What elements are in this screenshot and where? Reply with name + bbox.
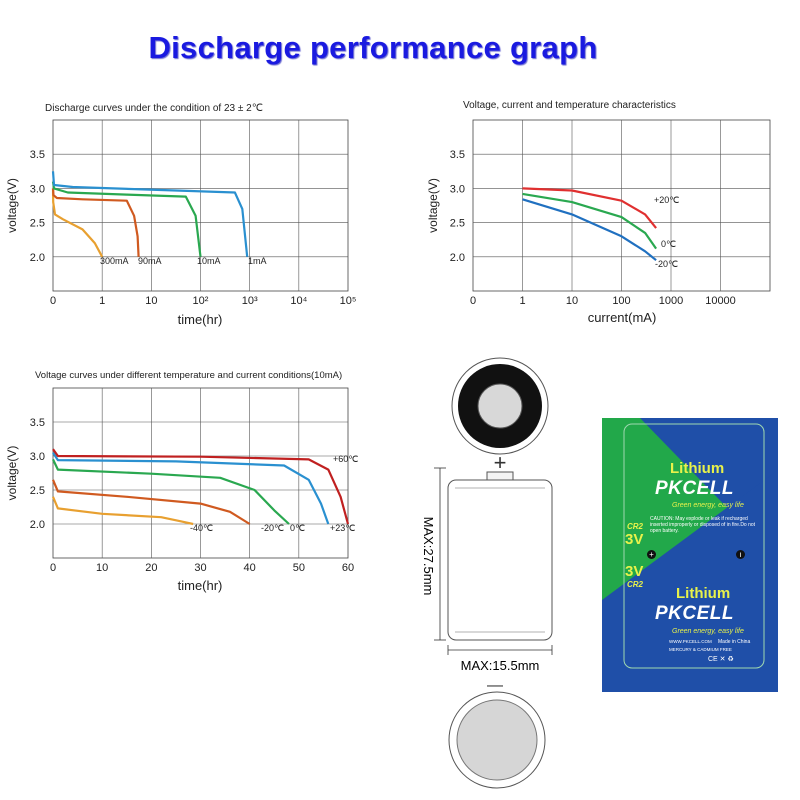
y-tick-label: 3.5 — [30, 149, 45, 161]
x-tick-label: 40 — [244, 562, 256, 574]
x-tick-label: 20 — [145, 562, 157, 574]
x-tick-label: 1000 — [659, 295, 683, 307]
x-tick-label: 10³ — [242, 295, 258, 307]
series-line-5 — [52, 448, 350, 525]
series-label: 300mA — [100, 256, 129, 266]
x-tick-label: 0 — [50, 562, 56, 574]
x-tick-label: 30 — [194, 562, 206, 574]
page-title: Discharge performance graph — [148, 30, 598, 65]
minus-sign: — — [487, 677, 503, 694]
series-line-1 — [51, 496, 194, 526]
label-plus-icon: + — [647, 550, 656, 559]
x-tick-label: 50 — [293, 562, 305, 574]
x-tick-label: 10 — [566, 295, 578, 307]
width-dimension — [447, 645, 553, 655]
y-tick-label: 3.5 — [450, 149, 465, 161]
height-dimension — [434, 467, 446, 641]
y-tick-label: 2.0 — [30, 519, 45, 531]
battery-side-view — [447, 471, 553, 641]
y-axis-label: voltage(V) — [5, 446, 19, 501]
y-axis-label: voltage(V) — [5, 178, 19, 233]
y-tick-label: 2.5 — [450, 218, 465, 230]
x-tick-label: 0 — [470, 295, 476, 307]
chart-1: 2.0 2.5 3.0 3.5 0 1 10 10² 10³ 10⁴ 10⁵ time(hr) volt… — [5, 119, 357, 327]
series-label: -20℃ — [655, 259, 678, 269]
width-label: MAX:15.5mm — [461, 658, 540, 673]
series-line-2 — [51, 188, 140, 257]
product-label — [602, 418, 778, 692]
label-brand-top: PKCELL — [655, 478, 734, 499]
height-label: MAX:27.5mm — [421, 517, 436, 596]
series-line-2 — [51, 479, 251, 525]
x-axis-label: time(hr) — [178, 578, 223, 593]
label-voltage-bottom: 3V — [625, 563, 644, 580]
y-tick-label: 3.0 — [30, 183, 45, 195]
y-axis-label: voltage(V) — [426, 178, 440, 233]
series-line-1 — [51, 188, 104, 258]
series-line-3 — [522, 198, 657, 262]
x-tick-label: 10² — [193, 295, 209, 307]
series-label: 90mA — [138, 256, 162, 266]
plus-sign: + — [494, 450, 507, 475]
label-made-in: Made in China — [718, 639, 751, 645]
series-line-4 — [52, 451, 330, 525]
label-tagline-bottom: Green energy, easy life — [672, 628, 744, 635]
y-tick-label: 3.0 — [450, 183, 465, 195]
label-free-text: MERCURY & CADMIUM FREE — [669, 647, 732, 652]
label-minus-icon: ı — [736, 550, 745, 559]
series-label: +23℃ — [330, 523, 355, 533]
series-line-2 — [522, 192, 658, 250]
series-line-3 — [51, 181, 202, 257]
x-tick-label: 1 — [99, 295, 105, 307]
x-tick-label: 1 — [519, 295, 525, 307]
chart-2: 2.0 2.5 3.0 3.5 0 1 10 100 1000 10000 current(mA) v… — [426, 119, 771, 325]
battery-bottom-view — [448, 691, 546, 789]
x-tick-label: 100 — [612, 295, 630, 307]
y-tick-label: 3.0 — [30, 451, 45, 463]
label-model-top: CR2 — [627, 522, 644, 531]
series-label: 1mA — [248, 256, 267, 266]
series-label: -20℃ — [261, 523, 284, 533]
chart2-title: Voltage, current and temperature charact… — [463, 100, 676, 111]
label-caution: CAUTION: May explode or leak if recharge… — [650, 516, 756, 534]
y-tick-label: 2.0 — [30, 252, 45, 264]
x-tick-label: 60 — [342, 562, 354, 574]
series-line-4 — [51, 171, 249, 257]
battery-top-view — [451, 357, 549, 455]
series-label: +60℃ — [333, 454, 358, 464]
y-tick-label: 3.5 — [30, 417, 45, 429]
x-tick-label: 10⁵ — [340, 295, 357, 307]
x-tick-label: 10 — [145, 295, 157, 307]
series-line-1 — [522, 187, 657, 229]
chart1-title: Discharge curves under the condition of … — [45, 103, 263, 114]
x-tick-label: 0 — [50, 295, 56, 307]
y-tick-label: 2.0 — [450, 252, 465, 264]
y-tick-label: 2.5 — [30, 218, 45, 230]
series-label: 0℃ — [290, 523, 305, 533]
x-axis-label: time(hr) — [178, 312, 223, 327]
x-tick-label: 10⁴ — [290, 295, 307, 307]
label-lithium-top: Lithium — [670, 460, 725, 477]
series-line-3 — [52, 458, 290, 525]
x-tick-label: 10 — [96, 562, 108, 574]
series-label: -40℃ — [190, 523, 213, 533]
label-lithium-bottom: Lithium — [676, 585, 731, 602]
label-tagline-top: Green energy, easy life — [672, 502, 744, 509]
label-marks: CE ✕ ♻ — [708, 656, 734, 663]
x-axis-label: current(mA) — [588, 310, 657, 325]
series-label: +20℃ — [654, 195, 679, 205]
chart-3: 2.0 2.5 3.0 3.5 0 10 20 30 40 50 60 time(hr) voltage… — [5, 387, 358, 593]
label-voltage-top: 3V — [625, 531, 644, 548]
y-tick-label: 2.5 — [30, 485, 45, 497]
label-model-bottom: CR2 — [627, 580, 644, 589]
chart3-title: Voltage curves under different temperatu… — [35, 370, 343, 381]
series-label: 10mA — [197, 256, 221, 266]
label-website: WWW.PKCELL.COM — [669, 639, 712, 644]
label-brand-bottom: PKCELL — [655, 603, 734, 624]
x-tick-label: 10000 — [705, 295, 736, 307]
series-label: 0℃ — [661, 239, 676, 249]
